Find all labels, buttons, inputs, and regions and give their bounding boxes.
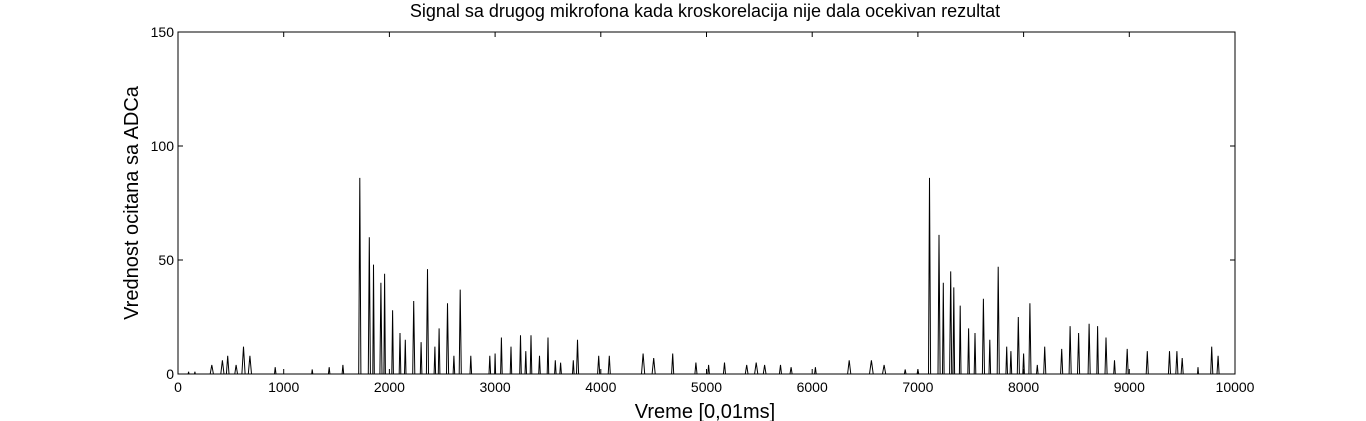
y-tick-label: 0 <box>166 366 174 382</box>
x-axis-title: Vreme [0,01ms] <box>635 401 775 421</box>
y-tick-label: 150 <box>151 24 175 40</box>
signal-line <box>178 177 1235 375</box>
x-tick-label: 10000 <box>1216 379 1255 395</box>
x-tick-label: 0 <box>174 379 182 395</box>
x-tick-label: 7000 <box>902 379 933 395</box>
y-tick-label: 50 <box>158 252 174 268</box>
x-tick-label: 6000 <box>797 379 828 395</box>
x-tick-label: 1000 <box>268 379 299 395</box>
x-tick-label: 8000 <box>1008 379 1039 395</box>
y-tick-label: 100 <box>151 138 175 154</box>
x-tick-label: 5000 <box>691 379 722 395</box>
x-tick-label: 3000 <box>480 379 511 395</box>
chart-title: Signal sa drugog mikrofona kada kroskore… <box>410 1 1000 21</box>
x-tick-label: 9000 <box>1114 379 1145 395</box>
x-tick-label: 2000 <box>374 379 405 395</box>
y-axis-title: Vrednost ocitana sa ADCa <box>121 85 143 320</box>
plot-frame <box>177 31 1236 375</box>
x-tick-label: 4000 <box>585 379 616 395</box>
